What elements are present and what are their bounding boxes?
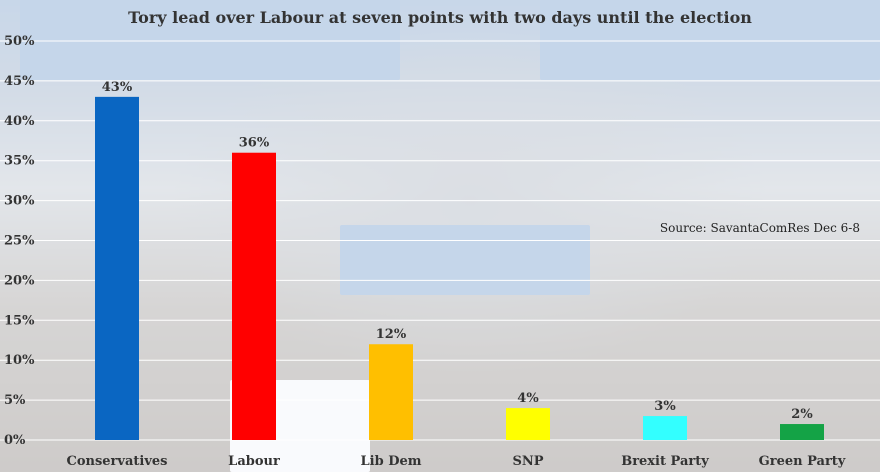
- data-label: 2%: [791, 407, 813, 422]
- source-note: Source: SavantaComRes Dec 6-8: [660, 221, 860, 235]
- bar: [369, 344, 413, 440]
- y-tick-label: 40%: [4, 114, 35, 129]
- bar: [232, 152, 276, 440]
- y-tick-label: 20%: [4, 273, 35, 288]
- data-label: 12%: [376, 327, 407, 342]
- gridlines: [0, 40, 880, 441]
- y-tick-label: 50%: [4, 34, 35, 49]
- y-tick-label: 5%: [4, 393, 26, 408]
- y-tick-label: 10%: [4, 353, 35, 368]
- y-tick-label: 30%: [4, 194, 35, 209]
- data-label: 36%: [239, 136, 270, 151]
- data-label: 4%: [517, 391, 539, 406]
- bar: [643, 416, 687, 440]
- x-tick-label: Conservatives: [67, 454, 168, 469]
- y-tick-label: 35%: [4, 154, 35, 169]
- x-tick-label: Labour: [228, 454, 280, 469]
- y-tick-label: 25%: [4, 234, 35, 249]
- x-axis-labels: Conservatives Labour Lib Dem SNP Brexit Part…: [67, 454, 846, 469]
- y-axis: 0% 5% 10% 15% 20% 25% 30% 35% 40% 45% 50%: [4, 34, 35, 448]
- bars: 43% 36% 12% 4% 3% 2%: [95, 80, 824, 441]
- x-tick-label: Green Party: [759, 454, 846, 469]
- bar: [95, 96, 139, 441]
- x-tick-label: Lib Dem: [361, 454, 422, 469]
- chart-title: Tory lead over Labour at seven points wi…: [128, 8, 752, 27]
- data-label: 43%: [102, 80, 133, 95]
- y-tick-label: 0%: [4, 433, 26, 448]
- y-tick-label: 15%: [4, 313, 35, 328]
- x-tick-label: Brexit Party: [621, 454, 709, 469]
- x-tick-label: SNP: [512, 454, 543, 469]
- bar: [506, 408, 550, 440]
- y-tick-label: 45%: [4, 74, 35, 89]
- bar: [780, 424, 824, 440]
- data-label: 3%: [654, 399, 676, 414]
